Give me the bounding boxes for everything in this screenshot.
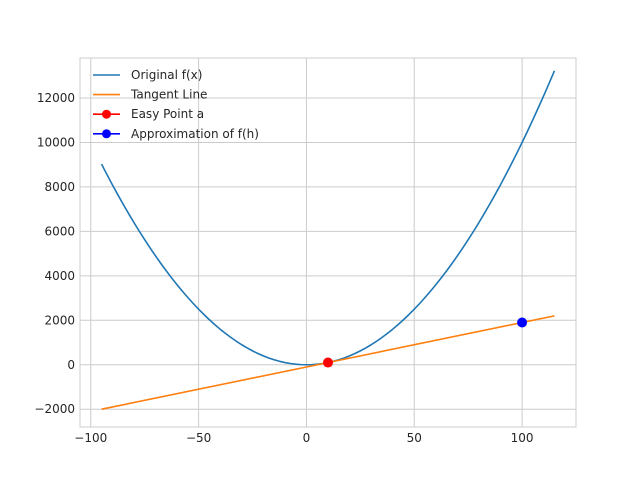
legend-label: Tangent Line <box>130 88 207 102</box>
x-tick-label: 0 <box>303 431 311 445</box>
plot-area-frame <box>79 57 577 428</box>
tick-layer: −100 −50 0 50 100 −2000 0 2000 4000 6000 8000 10000… <box>34 91 533 445</box>
series-layer <box>100 70 556 411</box>
y-tick-label: 12000 <box>37 91 75 105</box>
x-tick-label: −50 <box>186 431 211 445</box>
point-approximation <box>517 317 528 328</box>
legend-handle-marker <box>102 129 111 139</box>
y-tick-label: 6000 <box>44 224 75 238</box>
legend: Original f(x) Tangent Line Easy Point a App… <box>93 68 259 141</box>
legend-label: Original f(x) <box>131 68 202 82</box>
x-tick-label: 50 <box>407 431 422 445</box>
legend-label: Approximation of f(h) <box>131 127 259 141</box>
y-tick-label: 8000 <box>44 180 75 194</box>
y-tick-label: 4000 <box>44 269 75 283</box>
point-easy-point-a <box>323 357 333 368</box>
legend-handle-marker <box>102 109 111 119</box>
y-tick-label: −2000 <box>34 402 75 416</box>
y-tick-label: 0 <box>67 358 75 372</box>
legend-label: Easy Point a <box>131 107 204 121</box>
x-tick-label: 100 <box>511 431 534 445</box>
y-tick-label: 10000 <box>37 135 75 149</box>
y-tick-label: 2000 <box>44 313 75 327</box>
x-tick-label: −100 <box>74 431 107 445</box>
